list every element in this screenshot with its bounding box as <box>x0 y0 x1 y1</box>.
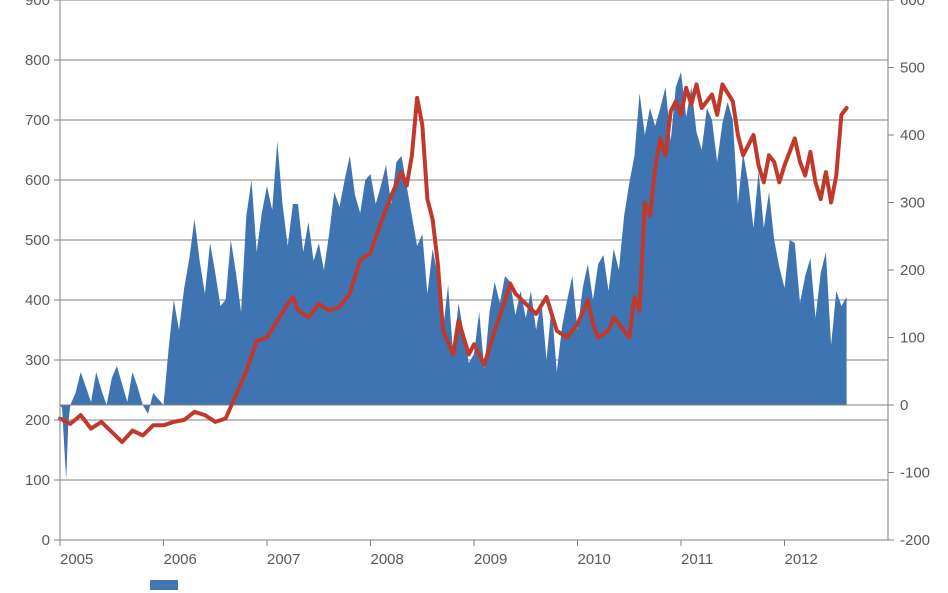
y-left-tick-label: 0 <box>42 532 50 549</box>
x-tick-label: 2012 <box>785 551 818 568</box>
x-tick-label: 2008 <box>371 551 404 568</box>
x-tick-label: 2010 <box>578 551 611 568</box>
y-left-tick-label: 500 <box>25 232 50 249</box>
y-right-tick-label: 300 <box>900 195 925 212</box>
y-right-tick-label: -100 <box>900 465 930 482</box>
time-series-chart: 2005 2006 2007 2008 2009 2010 2011 2012 0 100 200 3… <box>0 0 948 593</box>
x-tick-label: 2006 <box>164 551 197 568</box>
x-tick-label: 2009 <box>474 551 507 568</box>
x-tick-label: 2005 <box>60 551 93 568</box>
y-right-tick-label: 400 <box>900 127 925 144</box>
x-tick-label: 2007 <box>267 551 300 568</box>
y-right-tick-label: 500 <box>900 60 925 77</box>
y-right-tick-label: 600 <box>900 0 925 9</box>
y-right-tick-label: 0 <box>900 397 908 414</box>
legend-swatch <box>150 580 178 590</box>
y-right-tick-label: 100 <box>900 330 925 347</box>
y-left-tick-label: 200 <box>25 412 50 429</box>
y-left-tick-label: 400 <box>25 292 50 309</box>
x-tick-label: 2011 <box>681 551 713 568</box>
y-left-tick-label: 900 <box>25 0 50 9</box>
y-right-tick-label: -200 <box>900 532 930 549</box>
y-left-tick-label: 800 <box>25 52 50 69</box>
y-right-tick-label: 200 <box>900 262 925 279</box>
y-left-tick-label: 700 <box>25 112 50 129</box>
y-left-tick-label: 100 <box>25 472 50 489</box>
y-left-tick-label: 600 <box>25 172 50 189</box>
y-left-tick-label: 300 <box>25 352 50 369</box>
